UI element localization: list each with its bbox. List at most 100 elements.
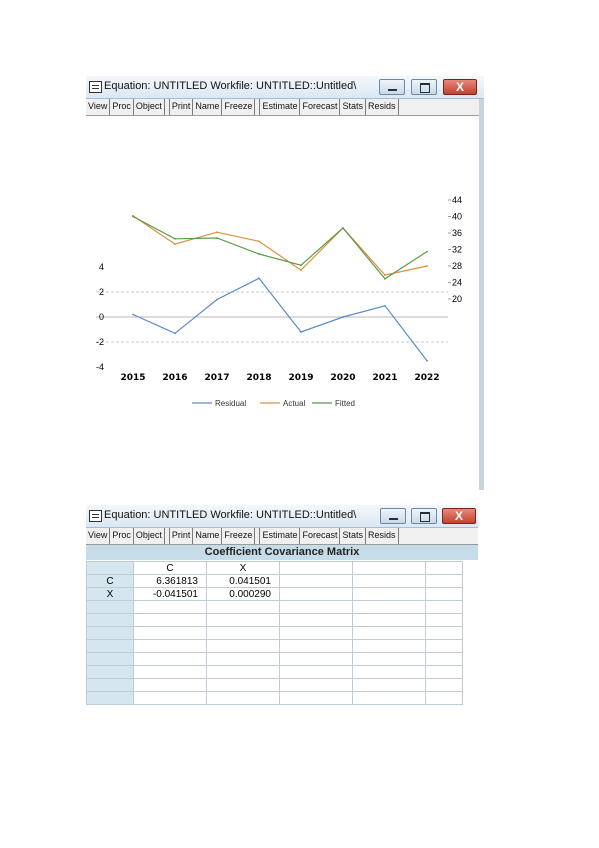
row-header-empty[interactable]	[86, 652, 134, 666]
cell-x-c[interactable]: -0.041501	[133, 587, 207, 601]
empty-cell[interactable]	[279, 600, 353, 614]
view-button[interactable]: View	[86, 99, 111, 115]
empty-cell[interactable]	[279, 639, 353, 653]
empty-cell[interactable]	[425, 652, 463, 666]
cell-c-x[interactable]: 0.041501	[206, 574, 280, 588]
empty-cell[interactable]	[425, 587, 463, 601]
forecast-button[interactable]: Forecast	[300, 528, 341, 544]
resids-button[interactable]: Resids	[366, 99, 399, 115]
row-header-x[interactable]: X	[86, 587, 134, 601]
empty-cell[interactable]	[279, 561, 353, 575]
empty-cell[interactable]	[352, 665, 426, 679]
empty-cell[interactable]	[425, 665, 463, 679]
empty-cell[interactable]	[133, 600, 207, 614]
empty-cell[interactable]	[352, 587, 426, 601]
window-menu-icon[interactable]	[89, 510, 102, 522]
print-button[interactable]: Print	[170, 99, 194, 115]
maximize-button[interactable]	[411, 79, 437, 95]
empty-cell[interactable]	[133, 613, 207, 627]
empty-cell[interactable]	[425, 678, 463, 692]
row-header-empty[interactable]	[86, 678, 134, 692]
view-button[interactable]: View	[86, 528, 111, 544]
stats-button[interactable]: Stats	[340, 528, 366, 544]
column-header-c[interactable]: C	[133, 561, 207, 575]
empty-cell[interactable]	[352, 613, 426, 627]
estimate-button[interactable]: Estimate	[260, 99, 301, 115]
row-header-empty[interactable]	[86, 600, 134, 614]
proc-button[interactable]: Proc	[110, 99, 134, 115]
empty-cell[interactable]	[352, 652, 426, 666]
print-button[interactable]: Print	[170, 528, 194, 544]
empty-cell[interactable]	[425, 574, 463, 588]
empty-cell[interactable]	[206, 639, 280, 653]
empty-cell[interactable]	[206, 613, 280, 627]
object-button[interactable]: Object	[134, 99, 165, 115]
empty-cell[interactable]	[425, 561, 463, 575]
close-button[interactable]: X	[443, 79, 477, 95]
name-button[interactable]: Name	[193, 528, 223, 544]
freeze-button[interactable]: Freeze	[222, 528, 256, 544]
row-header-empty[interactable]	[86, 691, 134, 705]
row-header-empty[interactable]	[86, 639, 134, 653]
row-header-empty[interactable]	[86, 626, 134, 640]
empty-cell[interactable]	[133, 626, 207, 640]
empty-cell[interactable]	[279, 613, 353, 627]
empty-cell[interactable]	[279, 665, 353, 679]
series-line-residual	[132, 277, 428, 362]
resids-button[interactable]: Resids	[366, 528, 399, 544]
empty-cell[interactable]	[133, 665, 207, 679]
freeze-button[interactable]: Freeze	[222, 99, 256, 115]
empty-cell[interactable]	[352, 600, 426, 614]
object-button[interactable]: Object	[134, 528, 165, 544]
empty-cell[interactable]	[206, 626, 280, 640]
empty-cell[interactable]	[425, 639, 463, 653]
vertical-scrollbar[interactable]	[479, 99, 484, 490]
empty-cell[interactable]	[206, 652, 280, 666]
data-point-residual	[132, 313, 134, 316]
empty-cell[interactable]	[206, 665, 280, 679]
maximize-button[interactable]	[411, 508, 437, 524]
empty-cell[interactable]	[133, 691, 207, 705]
empty-cell[interactable]	[133, 639, 207, 653]
empty-cell[interactable]	[352, 561, 426, 575]
empty-cell[interactable]	[206, 678, 280, 692]
title-bar[interactable]: Equation: UNTITLED Workfile: UNTITLED::U…	[86, 505, 478, 528]
column-header-x[interactable]: X	[206, 561, 280, 575]
empty-cell[interactable]	[279, 691, 353, 705]
empty-cell[interactable]	[279, 626, 353, 640]
empty-cell[interactable]	[279, 574, 353, 588]
empty-cell[interactable]	[206, 600, 280, 614]
estimate-button[interactable]: Estimate	[260, 528, 301, 544]
empty-cell[interactable]	[425, 600, 463, 614]
row-header-c[interactable]: C	[86, 574, 134, 588]
title-bar[interactable]: Equation: UNTITLED Workfile: UNTITLED::U…	[86, 76, 484, 99]
empty-cell[interactable]	[425, 613, 463, 627]
empty-cell[interactable]	[352, 639, 426, 653]
minimize-button[interactable]	[380, 508, 406, 524]
data-point-residual	[384, 304, 386, 307]
name-button[interactable]: Name	[193, 99, 223, 115]
empty-cell[interactable]	[206, 691, 280, 705]
empty-cell[interactable]	[279, 652, 353, 666]
row-header-empty[interactable]	[86, 613, 134, 627]
empty-cell[interactable]	[279, 587, 353, 601]
window-menu-icon[interactable]	[89, 81, 102, 93]
stats-button[interactable]: Stats	[340, 99, 366, 115]
empty-cell[interactable]	[133, 678, 207, 692]
empty-cell[interactable]	[352, 626, 426, 640]
cell-x-x[interactable]: 0.000290	[206, 587, 280, 601]
empty-cell[interactable]	[279, 678, 353, 692]
empty-cell[interactable]	[425, 691, 463, 705]
forecast-button[interactable]: Forecast	[300, 99, 341, 115]
close-button[interactable]: X	[442, 508, 476, 524]
minimize-button[interactable]	[379, 79, 405, 95]
empty-cell[interactable]	[425, 626, 463, 640]
empty-cell[interactable]	[352, 678, 426, 692]
corner-cell[interactable]	[86, 561, 134, 575]
empty-cell[interactable]	[352, 691, 426, 705]
row-header-empty[interactable]	[86, 665, 134, 679]
cell-c-c[interactable]: 6.361813	[133, 574, 207, 588]
empty-cell[interactable]	[133, 652, 207, 666]
empty-cell[interactable]	[352, 574, 426, 588]
proc-button[interactable]: Proc	[110, 528, 134, 544]
